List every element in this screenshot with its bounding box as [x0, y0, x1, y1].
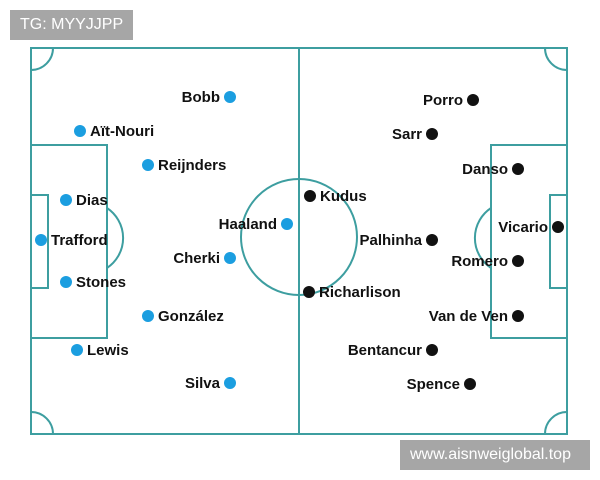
player-name: Spence — [406, 375, 460, 393]
player-name: Bentancur — [347, 341, 422, 359]
player-home: Dias — [60, 191, 112, 209]
player-away: Richarlison — [303, 283, 405, 301]
player-home: Silva — [181, 374, 236, 392]
player-dot — [224, 252, 236, 264]
player-name: Aït-Nouri — [90, 122, 155, 140]
player-away: Van de Ven — [425, 307, 524, 325]
player-home: Lewis — [71, 341, 133, 359]
player-away: Kudus — [304, 187, 371, 205]
player-home: Reijnders — [142, 156, 230, 174]
player-away: Palhinha — [355, 231, 438, 249]
player-home: Aït-Nouri — [74, 122, 158, 140]
player-dot — [512, 163, 524, 175]
player-dot — [35, 234, 47, 246]
player-name: Cherki — [173, 249, 220, 267]
player-home: González — [142, 307, 228, 325]
player-name: Vicario — [498, 218, 548, 236]
player-name: Danso — [462, 160, 508, 178]
player-home: Trafford — [35, 231, 112, 249]
player-name: Trafford — [51, 231, 108, 249]
player-home: Cherki — [169, 249, 236, 267]
right-penalty-arc — [473, 207, 492, 269]
player-dot — [303, 286, 315, 298]
player-dot — [71, 344, 83, 356]
player-dot — [304, 190, 316, 202]
player-dot — [224, 91, 236, 103]
player-dot — [512, 255, 524, 267]
player-dot — [426, 344, 438, 356]
player-name: Porro — [422, 91, 463, 109]
player-name: Reijnders — [158, 156, 227, 174]
player-dot — [464, 378, 476, 390]
player-away: Danso — [458, 160, 524, 178]
player-away: Bentancur — [344, 341, 438, 359]
player-dot — [426, 128, 438, 140]
watermark-top: TG: MYYJJPP — [10, 10, 134, 40]
player-dot — [74, 125, 86, 137]
center-circle — [240, 178, 358, 296]
player-dot — [426, 234, 438, 246]
player-name: Dias — [76, 191, 108, 209]
player-name: Silva — [184, 374, 220, 392]
player-dot — [60, 194, 72, 206]
left-goal-area — [30, 194, 49, 289]
player-name: González — [158, 307, 224, 325]
player-home: Haaland — [215, 215, 293, 233]
player-dot — [467, 94, 479, 106]
player-away: Romero — [447, 252, 524, 270]
player-name: Palhinha — [359, 231, 422, 249]
player-away: Porro — [419, 91, 479, 109]
player-dot — [512, 310, 524, 322]
player-name: Haaland — [218, 215, 277, 233]
player-home: Bobb — [178, 88, 236, 106]
player-name: Richarlison — [319, 283, 401, 301]
watermark-bottom: www.aisnweiglobal.top — [400, 440, 590, 470]
player-name: Lewis — [87, 341, 129, 359]
player-away: Vicario — [494, 218, 564, 236]
player-name: Bobb — [181, 88, 220, 106]
right-goal-area — [549, 194, 568, 289]
player-dot — [281, 218, 293, 230]
player-away: Sarr — [388, 125, 438, 143]
player-dot — [142, 310, 154, 322]
player-dot — [224, 377, 236, 389]
player-name: Kudus — [320, 187, 367, 205]
player-away: Spence — [403, 375, 476, 393]
player-name: Van de Ven — [428, 307, 508, 325]
player-home: Stones — [60, 273, 130, 291]
player-name: Stones — [76, 273, 127, 291]
player-name: Romero — [451, 252, 508, 270]
player-name: Sarr — [391, 125, 422, 143]
player-dot — [142, 159, 154, 171]
player-dot — [60, 276, 72, 288]
left-penalty-arc — [106, 207, 125, 269]
player-dot — [552, 221, 564, 233]
